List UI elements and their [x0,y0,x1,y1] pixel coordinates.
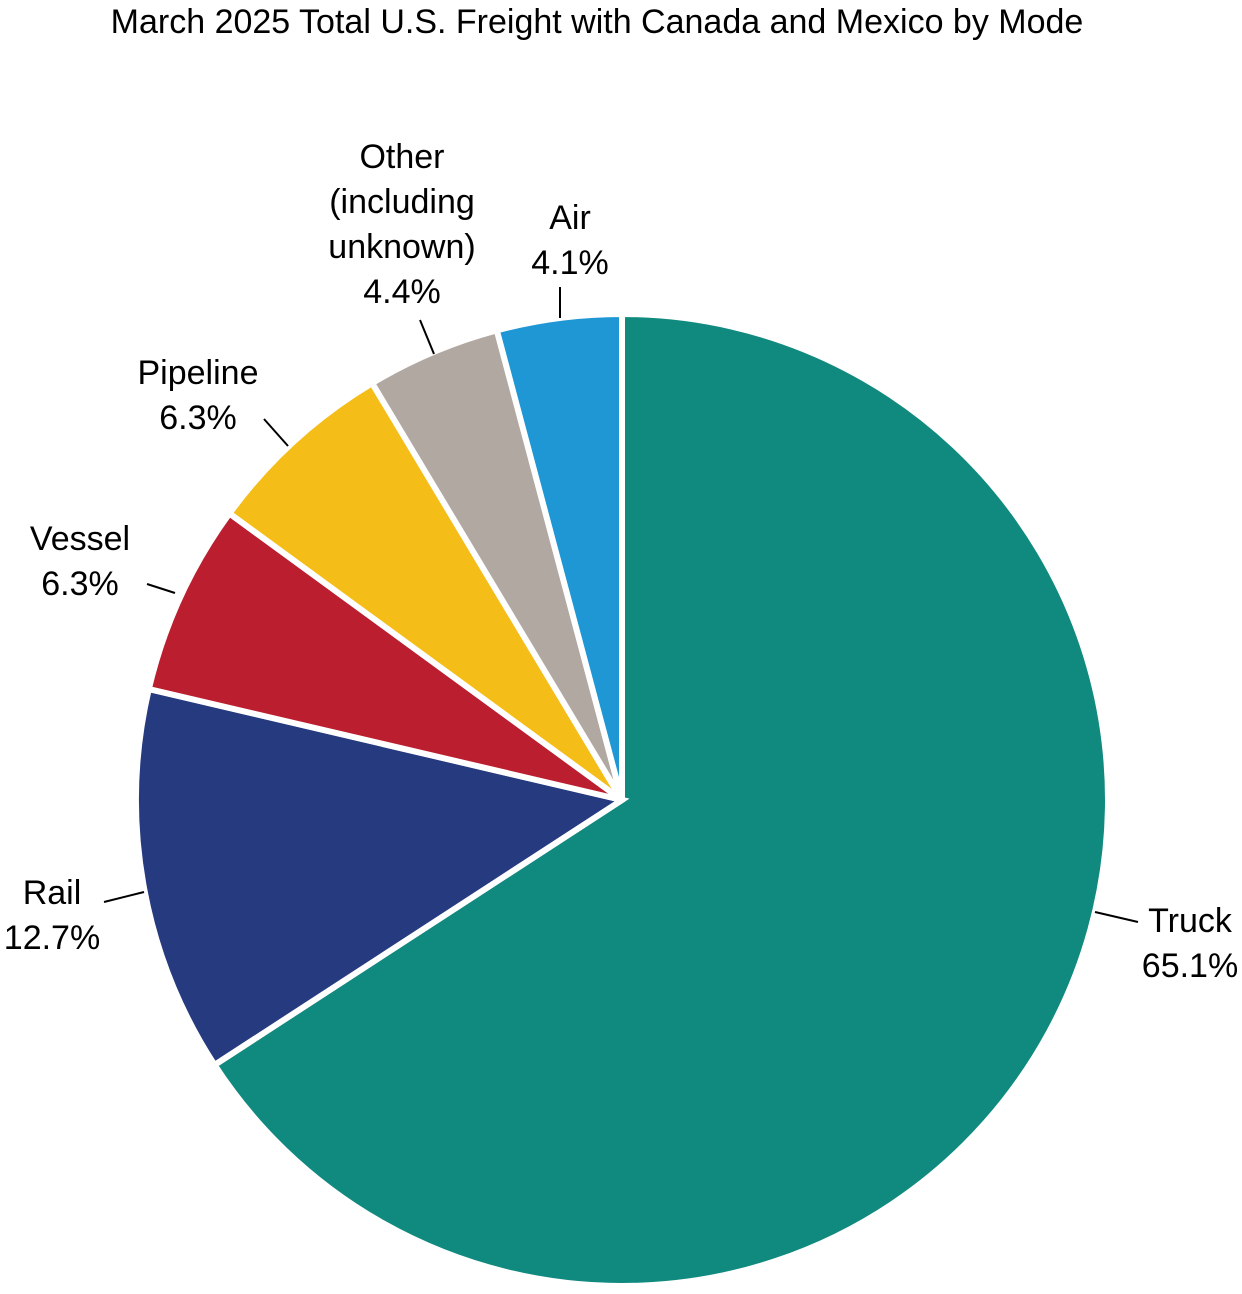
slice-label-air-line-1: 4.1% [531,244,609,282]
pie-slice-rail [133,685,630,1070]
slice-label-pipeline: Pipeline 6.3% [138,354,259,437]
slice-label-rail-line-1: 12.7% [4,919,100,957]
slice-label-truck-line-1: 65.1% [1142,947,1238,985]
slice-label-air-line-0: Air [549,199,591,237]
slice-label-vessel-line-1: 6.3% [41,565,119,603]
slice-label-pipeline-line-1: 6.3% [159,399,237,437]
slice-label-other-line-3: 4.4% [363,273,441,311]
slice-label-vessel: Vessel 6.3% [30,520,130,603]
slice-label-truck: Truck 65.1% [1142,902,1238,985]
pie-slice-vessel [145,509,624,803]
leader-line-other [419,319,435,355]
leader-line-pipeline [263,418,289,447]
slice-label-other-line-0: Other [359,138,444,176]
leader-line-truck [1094,911,1139,923]
pie-slice-pipeline [225,379,625,803]
leader-line-vessel [146,583,176,594]
chart-title: March 2025 Total U.S. Freight with Canad… [111,3,1084,41]
slice-label-rail-line-0: Rail [23,874,82,912]
slice-label-pipeline-line-0: Pipeline [138,354,259,392]
slice-label-rail: Rail 12.7% [4,874,100,957]
slice-label-vessel-line-0: Vessel [30,520,130,558]
pie-slice-air [493,310,625,801]
slice-label-truck-line-0: Truck [1148,902,1233,940]
slice-label-air: Air 4.1% [531,199,609,282]
slice-label-other-line-2: unknown) [328,228,475,266]
pie-slices [133,310,1111,1289]
label-leaders [103,287,1139,923]
slice-label-other-line-1: (including [329,183,475,221]
slice-labels: Truck 65.1% Rail 12.7% Vessel 6.3% Pipeline 6.3… [4,138,1238,985]
slice-label-other: Other (including unknown) 4.4% [328,138,475,311]
leader-line-rail [103,891,145,903]
pie-slice-truck [210,310,1111,1289]
